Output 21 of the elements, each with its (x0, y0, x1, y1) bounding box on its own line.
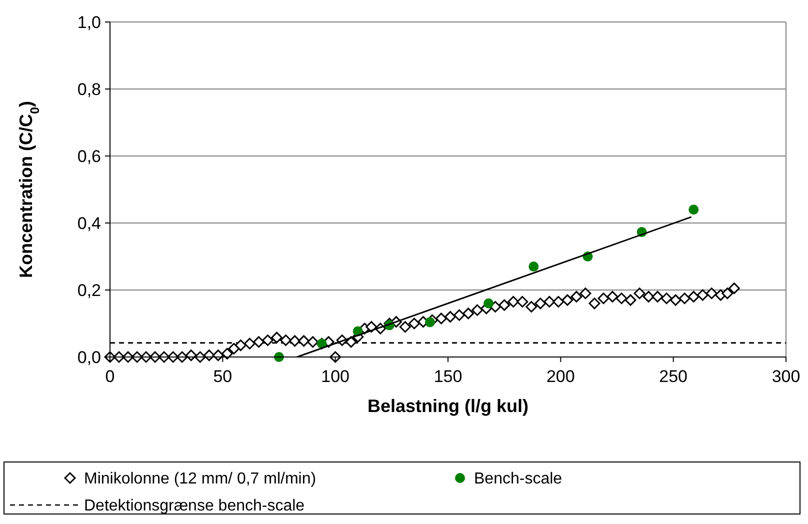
legend-label: Minikolonne (12 mm/ 0,7 ml/min) (84, 470, 316, 488)
y-tick-label: 0,8 (77, 80, 101, 99)
x-tick-label: 0 (105, 367, 115, 386)
x-tick-label: 300 (772, 367, 800, 386)
x-tick-label: 250 (659, 367, 688, 386)
legend-label: Detektionsgrænse bench-scale (84, 498, 305, 515)
y-tick-label: 1,0 (77, 12, 101, 32)
x-tick-label: 50 (213, 367, 232, 386)
y-tick-label: 0,6 (77, 146, 101, 166)
y-tick-label: 0,2 (77, 280, 101, 300)
x-tick-label: 100 (321, 367, 350, 386)
y-tick-label: 0,0 (77, 348, 101, 367)
y-tick-label: 0,4 (77, 214, 101, 233)
point (688, 204, 699, 215)
legend-label: Bench-scale (474, 470, 562, 488)
x-tick-label: 200 (546, 367, 575, 386)
x-tick-label: 150 (434, 367, 462, 386)
point (484, 298, 494, 308)
point (424, 317, 435, 328)
point (528, 262, 539, 272)
x-axis-title: Belastning (l/g kul) (367, 396, 529, 416)
